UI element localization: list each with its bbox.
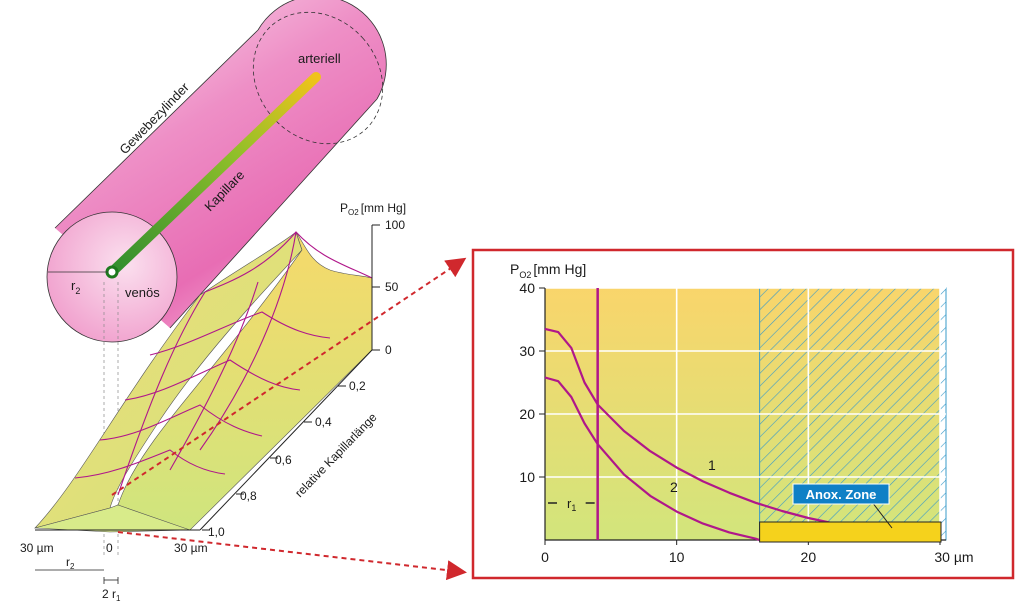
curve-series-2 [544,376,760,542]
z-tick-50: 50 [385,280,399,294]
detail-chart: 40 30 20 10 0 10 20 30 µm PO2 [mm Hg] r1 1 2 Anox. Zo… [510,261,974,565]
connector-arrow-bottom [117,531,467,581]
depth-tick-0-8: 0,8 [240,489,257,503]
depth-axis-label: relative Kapillarlänge [292,410,380,500]
curve-label-1: 1 [708,457,716,473]
x-label-right: 30 µm [174,541,208,555]
depth-tick-0-2: 0,2 [349,379,366,393]
venous-label: venös [125,285,160,300]
anox-zone-badge [792,483,890,505]
x-tick-label: 20 [801,549,817,565]
curve-label-2: 2 [670,479,678,495]
z-tick-100: 100 [385,218,405,232]
connector-arrows [111,257,467,581]
anox-zone-label: Anox. Zone [806,487,877,502]
y-tick-label: 40 [519,280,535,296]
x-tick-label: 30 µm [934,549,973,565]
two-r1-label: 2 r1 [102,587,121,603]
depth-tick-0-6: 0,6 [275,453,292,467]
depth-axis [199,349,373,531]
surface-base [34,504,191,533]
cylinder-r2-label: r2 [71,278,80,296]
anoxic-zone-bar [759,521,942,543]
capillary-tube [107,72,321,277]
arterial-label: arteriell [298,51,341,66]
x-label-left: 30 µm [20,541,54,555]
r1-label: r1 [567,496,576,513]
x-tick-label: 10 [669,549,685,565]
surface-z-axis-label: PO2 [mm Hg] [340,201,406,217]
x-label-center: 0 [106,541,113,555]
z-tick-0: 0 [385,343,392,357]
y-tick-label: 20 [519,406,535,422]
surface-plot: PO2 [mm Hg] 100 50 0 0,2 0,4 0,6 0,8 1,0 … [20,201,406,603]
depth-tick-1-0: 1,0 [208,525,225,539]
capillary-opening [105,265,119,279]
depth-tick-0-4: 0,4 [315,415,332,429]
chart-y-axis-label: PO2 [mm Hg] [510,261,586,280]
y-tick-label: 10 [519,469,535,485]
x-tick-label: 0 [541,549,549,565]
surface-r2-label: r2 [66,555,75,571]
y-tick-label: 30 [519,343,535,359]
anox-badge-pointer [871,501,893,529]
cylinder-far-end-outer [257,0,387,100]
connector-arrow-top [111,257,467,496]
cylinder-outline [54,29,378,329]
